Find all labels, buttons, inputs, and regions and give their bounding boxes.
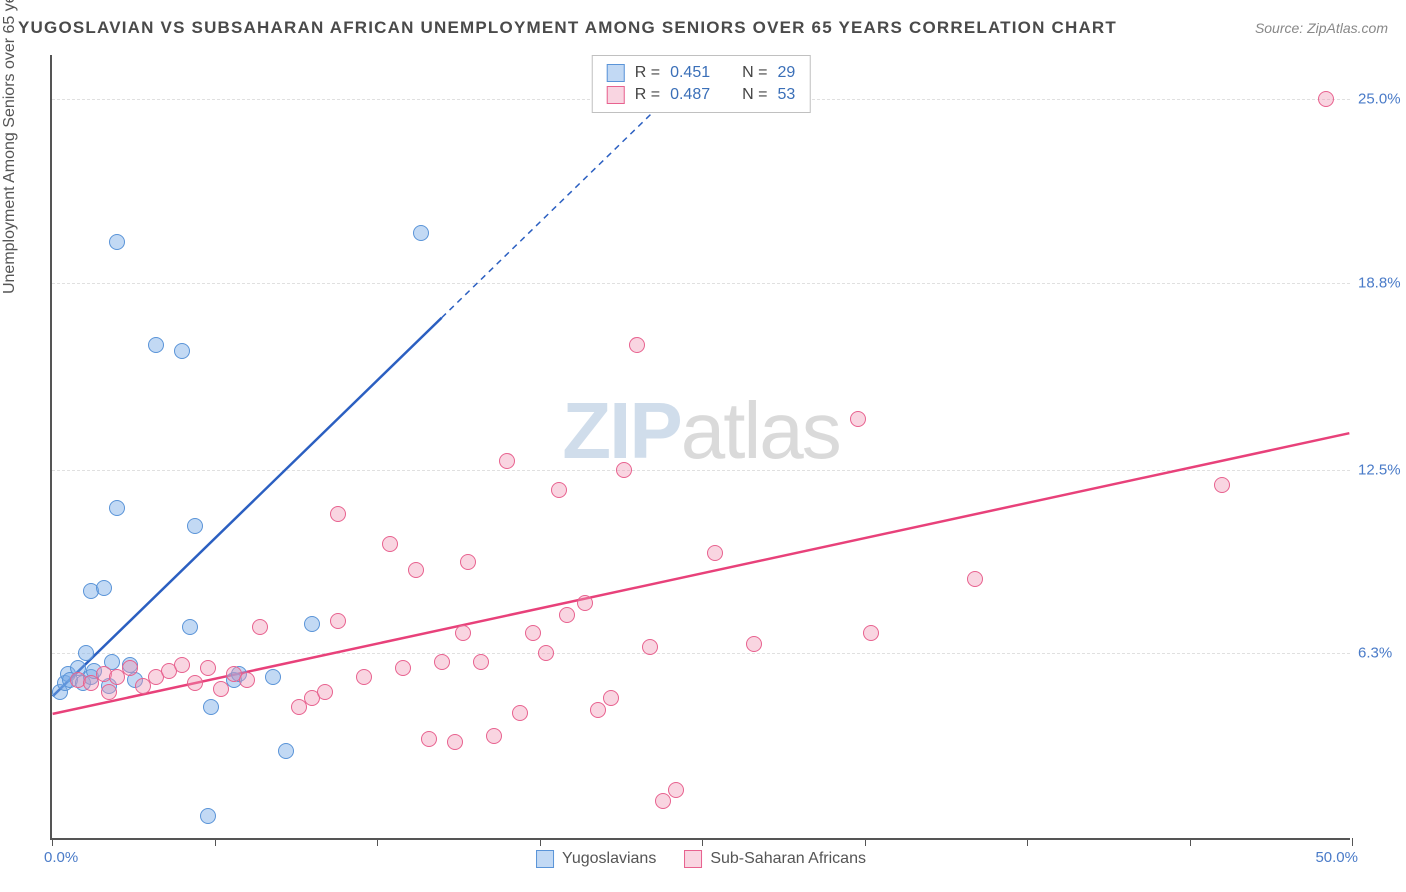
x-axis-tick [1027, 838, 1028, 846]
data-point [863, 625, 879, 641]
data-point [668, 782, 684, 798]
x-axis-tick [377, 838, 378, 846]
data-point [1214, 477, 1230, 493]
n-value: 29 [777, 64, 795, 82]
data-point [538, 645, 554, 661]
data-point [408, 562, 424, 578]
data-point [603, 690, 619, 706]
data-point [551, 482, 567, 498]
r-label: R = [635, 64, 660, 82]
data-point [330, 613, 346, 629]
y-axis-tick-label: 12.5% [1358, 461, 1406, 478]
n-value: 53 [777, 86, 795, 104]
x-axis-tick [865, 838, 866, 846]
data-point [182, 619, 198, 635]
data-point [200, 808, 216, 824]
data-point [252, 619, 268, 635]
chart-title: YUGOSLAVIAN VS SUBSAHARAN AFRICAN UNEMPL… [18, 18, 1117, 38]
data-point [525, 625, 541, 641]
data-point [642, 639, 658, 655]
data-point [174, 657, 190, 673]
data-point [109, 234, 125, 250]
data-point [577, 595, 593, 611]
data-point [148, 337, 164, 353]
data-point [317, 684, 333, 700]
data-point [200, 660, 216, 676]
data-point [473, 654, 489, 670]
data-point [434, 654, 450, 670]
data-point [382, 536, 398, 552]
data-point [590, 702, 606, 718]
data-point [413, 225, 429, 241]
n-label: N = [742, 64, 767, 82]
data-point [356, 669, 372, 685]
legend-swatch-icon [607, 86, 625, 104]
data-point [78, 645, 94, 661]
legend-row-subsaharan: R = 0.487 N = 53 [607, 84, 796, 106]
x-axis-tick [52, 838, 53, 846]
r-label: R = [635, 86, 660, 104]
data-point [101, 684, 117, 700]
data-point [967, 571, 983, 587]
y-axis-tick-label: 18.8% [1358, 275, 1406, 292]
data-point [239, 672, 255, 688]
x-axis-min-label: 0.0% [44, 849, 78, 866]
data-point [187, 518, 203, 534]
source-attribution: Source: ZipAtlas.com [1255, 20, 1388, 36]
data-point [122, 660, 138, 676]
data-point [187, 675, 203, 691]
y-axis-label: Unemployment Among Seniors over 65 years [1, 0, 19, 294]
legend-swatch-icon [684, 850, 702, 868]
r-value: 0.487 [670, 86, 710, 104]
legend-label: Sub-Saharan Africans [710, 850, 866, 868]
data-point [330, 506, 346, 522]
data-point [265, 669, 281, 685]
data-point [616, 462, 632, 478]
data-point [746, 636, 762, 652]
data-point [460, 554, 476, 570]
data-point [559, 607, 575, 623]
series-legend: Yugoslavians Sub-Saharan Africans [536, 850, 866, 868]
y-axis-tick-label: 25.0% [1358, 91, 1406, 108]
data-point [629, 337, 645, 353]
data-point [174, 343, 190, 359]
x-axis-tick [1190, 838, 1191, 846]
data-point [447, 734, 463, 750]
x-axis-tick [1352, 838, 1353, 846]
data-point [455, 625, 471, 641]
x-axis-tick [702, 838, 703, 846]
data-point [213, 681, 229, 697]
data-point [203, 699, 219, 715]
r-value: 0.451 [670, 64, 710, 82]
legend-label: Yugoslavians [562, 850, 656, 868]
correlation-legend: R = 0.451 N = 29 R = 0.487 N = 53 [592, 55, 811, 113]
legend-item-yugoslavians: Yugoslavians [536, 850, 656, 868]
legend-swatch-icon [607, 64, 625, 82]
n-label: N = [742, 86, 767, 104]
data-point [850, 411, 866, 427]
y-axis-tick-label: 6.3% [1358, 645, 1406, 662]
legend-item-subsaharan: Sub-Saharan Africans [684, 850, 866, 868]
x-axis-tick [215, 838, 216, 846]
data-point [96, 580, 112, 596]
data-point [109, 500, 125, 516]
data-point [278, 743, 294, 759]
points-layer [52, 55, 1350, 838]
legend-swatch-icon [536, 850, 554, 868]
x-axis-tick [540, 838, 541, 846]
data-point [395, 660, 411, 676]
data-point [1318, 91, 1334, 107]
data-point [421, 731, 437, 747]
data-point [499, 453, 515, 469]
plot-area: ZIPatlas 6.3%12.5%18.8%25.0% R = 0.451 N… [50, 55, 1350, 840]
data-point [655, 793, 671, 809]
data-point [486, 728, 502, 744]
x-axis-max-label: 50.0% [1315, 849, 1358, 866]
data-point [512, 705, 528, 721]
data-point [707, 545, 723, 561]
data-point [304, 616, 320, 632]
legend-row-yugoslavians: R = 0.451 N = 29 [607, 62, 796, 84]
